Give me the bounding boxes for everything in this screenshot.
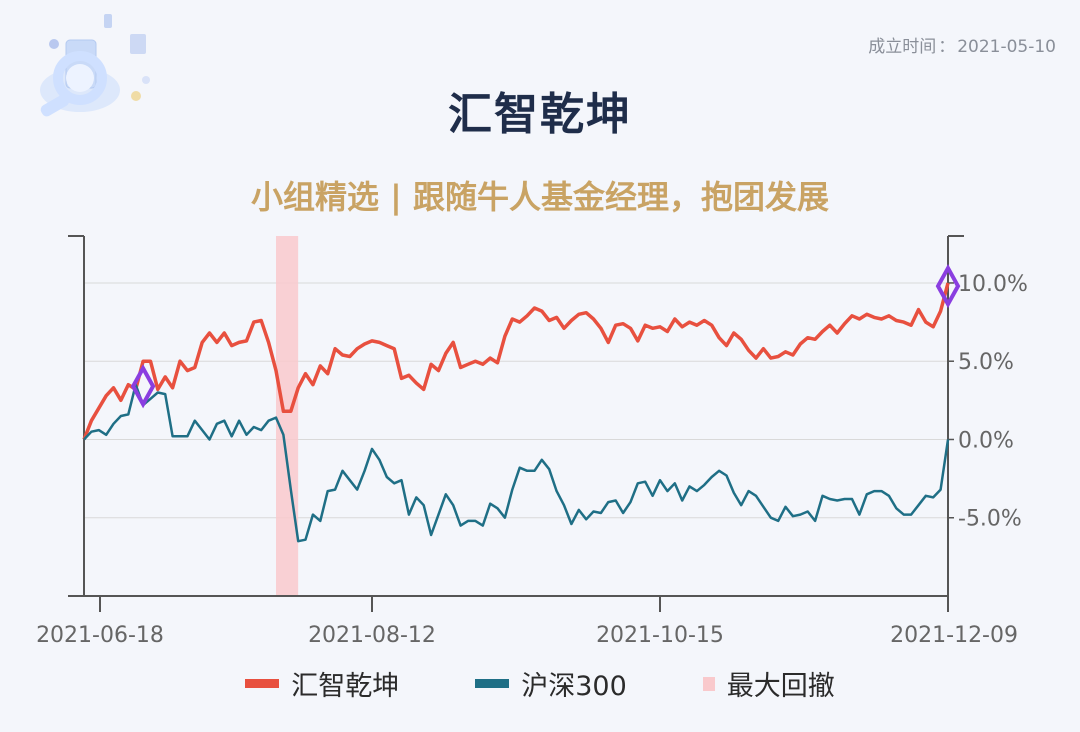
series-line-benchmark xyxy=(83,383,950,543)
y-tick-label: 5.0% xyxy=(958,350,1014,375)
founded-separator: ： xyxy=(938,37,956,57)
founded-label: 成立时间 xyxy=(868,37,937,57)
fund-title: 汇智乾坤 xyxy=(448,89,632,140)
founded-date: 成立时间： 2021-05-10 xyxy=(868,32,1056,57)
legend-swatch-fund xyxy=(245,679,280,688)
series-line-fund xyxy=(82,282,950,441)
legend-item-benchmark: 沪深300 xyxy=(475,664,627,703)
x-tick-label: 2021-06-18 xyxy=(36,623,164,648)
legend-label-fund: 汇智乾坤 xyxy=(291,671,400,702)
y-tick-label: 10.0% xyxy=(958,272,1028,297)
diamond-marker xyxy=(935,263,961,309)
legend-item-fund: 汇智乾坤 xyxy=(245,664,399,703)
y-tick-label: 0.0% xyxy=(958,428,1014,453)
legend-label-drawdown: 最大回撤 xyxy=(726,671,835,702)
magnifier-illustration-icon xyxy=(18,10,178,134)
legend-label-benchmark: 沪深300 xyxy=(521,671,627,702)
diamond-marker xyxy=(130,364,156,409)
x-tick-label: 2021-10-15 xyxy=(596,623,724,648)
x-tick-label: 2021-08-12 xyxy=(308,623,436,648)
x-tick-label: 2021-12-09 xyxy=(890,623,1018,648)
legend-item-drawdown: 最大回撤 xyxy=(702,664,835,703)
legend-swatch-benchmark xyxy=(475,679,510,688)
performance-chart: 10.0% 5.0% 0.0% -5.0% 2021-06-18 2021-08-12 20… xyxy=(36,235,1028,648)
y-tick-label: -5.0% xyxy=(958,507,1022,532)
max-drawdown-band xyxy=(276,236,299,596)
fund-subtitle: 小组精选 | 跟随牛人基金经理，抱团发展 xyxy=(251,178,829,216)
legend-swatch-drawdown xyxy=(702,676,715,691)
founded-date-value: 2021-05-10 xyxy=(957,37,1056,57)
chart-legend: 汇智乾坤 沪深300 最大回撤 xyxy=(0,664,1080,703)
